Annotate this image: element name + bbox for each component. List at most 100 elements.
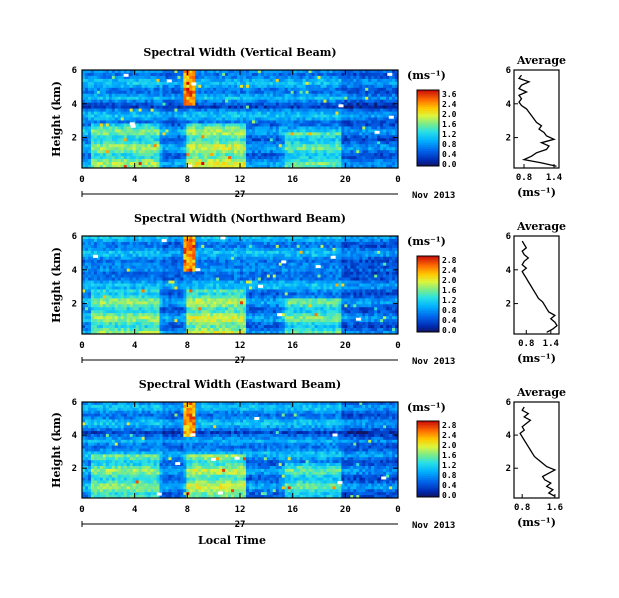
heatmap-cell — [219, 105, 223, 110]
heatmap-cell — [341, 256, 345, 261]
heatmap-cell — [207, 120, 211, 124]
heatmap-cell — [365, 108, 369, 112]
heatmap-cell — [353, 117, 357, 121]
heatmap-cell — [219, 90, 223, 95]
heatmap-cell — [132, 108, 137, 112]
heatmap-cell — [168, 141, 172, 145]
heatmap-cell — [305, 111, 309, 115]
heatmap-cell — [144, 147, 148, 151]
heatmap-cell — [317, 126, 321, 130]
heatmap-cell — [257, 99, 262, 104]
heatmap-cell — [338, 114, 342, 118]
heatmap-cell — [341, 117, 345, 121]
heatmap-cell — [386, 108, 390, 112]
heatmap-cell — [272, 78, 277, 83]
heatmap-cell — [326, 135, 330, 139]
heatmap-cell — [171, 162, 175, 166]
heatmap-cell — [383, 244, 387, 249]
heatmap-cell — [326, 259, 330, 264]
heatmap-cell — [210, 81, 214, 86]
heatmap-cell — [168, 123, 172, 127]
heatmap-cell — [257, 102, 262, 107]
heatmap-cell — [201, 129, 205, 133]
heatmap-cell — [159, 96, 163, 101]
heatmap-cell — [93, 114, 98, 118]
heatmap-cell — [272, 236, 277, 240]
heatmap-cell — [263, 96, 268, 101]
heatmap-cell — [308, 259, 312, 264]
heatmap-cell — [365, 165, 369, 169]
heatmap-cell — [278, 165, 283, 169]
heatmap-cell — [132, 147, 137, 151]
heatmap-cell — [371, 129, 375, 133]
heatmap-cell — [380, 165, 384, 169]
heatmap-cell — [380, 256, 384, 261]
heatmap-cell — [117, 244, 122, 249]
heatmap-cell — [210, 165, 214, 169]
heatmap-cell — [183, 126, 187, 130]
heatmap-cell — [356, 262, 360, 267]
heatmap-cell — [305, 123, 309, 127]
heatmap-cell — [120, 114, 125, 118]
heatmap-cell — [305, 156, 309, 160]
heatmap-cell — [201, 105, 205, 110]
profile-frame — [513, 69, 560, 169]
heatmap-cell — [156, 120, 160, 124]
heatmap-cell — [305, 256, 309, 261]
heatmap-cell — [347, 150, 351, 154]
heatmap-cell — [93, 78, 98, 83]
heatmap-cell — [84, 84, 89, 89]
heatmap-cell — [159, 265, 163, 270]
heatmap-cell — [216, 253, 220, 258]
heatmap-cell — [269, 268, 274, 273]
heatmap-cell — [120, 247, 125, 252]
heatmap-cell — [290, 81, 295, 86]
heatmap-cell — [153, 126, 157, 130]
heatmap-cell — [296, 159, 301, 163]
heatmap-cell — [284, 250, 289, 255]
heatmap-cell — [135, 271, 140, 276]
heatmap-cell — [275, 236, 280, 240]
heatmap-cell — [192, 90, 196, 95]
heatmap-cell — [275, 126, 280, 130]
heatmap-cell — [132, 156, 137, 160]
heatmap-cell — [371, 256, 375, 261]
heatmap-cell — [189, 265, 193, 270]
heatmap-cell — [323, 238, 327, 243]
heatmap-cell — [228, 236, 232, 240]
heatmap-cell — [395, 162, 399, 166]
heatmap-cell — [216, 153, 220, 157]
heatmap-cell — [210, 75, 214, 80]
heatmap-cell — [105, 99, 110, 104]
heatmap-cell — [287, 81, 292, 86]
heatmap-cell — [198, 271, 202, 276]
heatmap-cell — [260, 87, 265, 92]
heatmap-cell — [296, 241, 301, 246]
heatmap-cell — [123, 84, 128, 89]
heatmap-cell — [260, 75, 265, 80]
heatmap-cell — [204, 138, 208, 142]
heatmap-cell — [180, 132, 184, 136]
heatmap-cell — [216, 117, 220, 121]
heatmap-cell — [350, 111, 354, 115]
heatmap-cell — [266, 236, 271, 240]
heatmap-cell — [198, 72, 202, 77]
heatmap-cell — [189, 236, 193, 240]
heatmap-cell — [290, 105, 295, 110]
heatmap-cell — [383, 165, 387, 169]
heatmap-cell — [338, 262, 342, 267]
heatmap-cell — [308, 144, 312, 148]
heatmap-cell — [192, 93, 196, 98]
heatmap-cell — [380, 99, 384, 104]
heatmap-cell — [359, 72, 363, 77]
heatmap-cell — [290, 147, 295, 151]
heatmap-cell — [138, 247, 143, 252]
heatmap-cell — [251, 271, 256, 276]
heatmap-cell — [374, 147, 378, 151]
heatmap-cell — [198, 241, 202, 246]
heatmap-cell — [338, 147, 342, 151]
heatmap-cell — [362, 132, 366, 136]
heatmap-cell — [105, 78, 110, 83]
heatmap-cell — [281, 268, 286, 273]
heatmap-cell — [296, 84, 301, 89]
